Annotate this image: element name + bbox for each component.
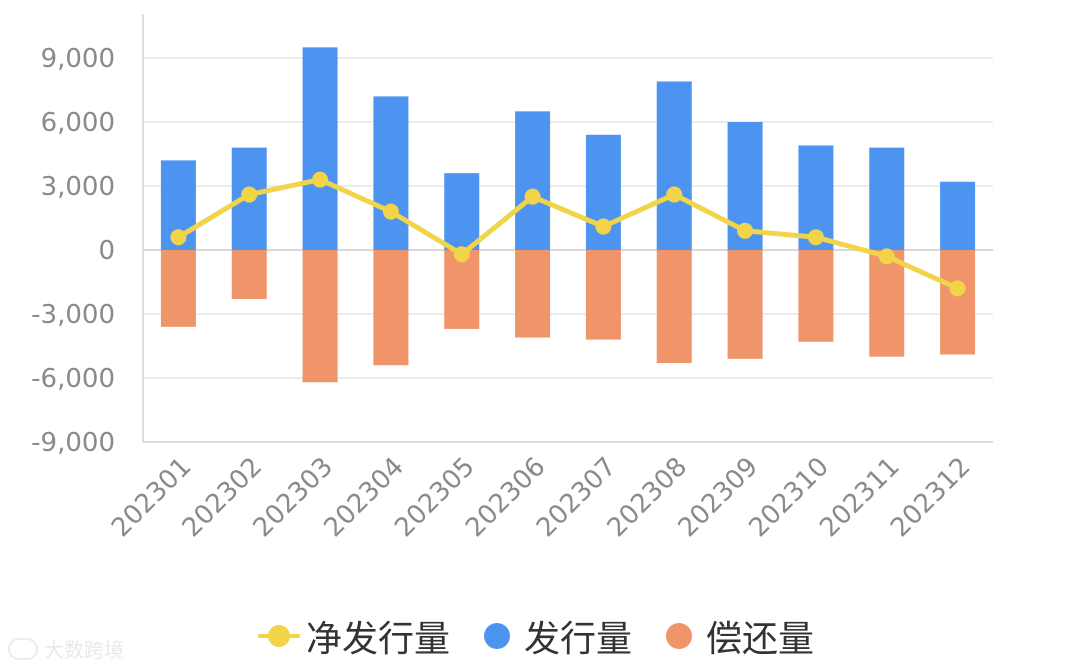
net-issuance-path [175, 177, 961, 291]
net-issuance-point[interactable] [382, 203, 399, 220]
eye-logo-icon [8, 637, 38, 660]
chart: -9,000 -6,000 -3,000 0 3,000 6,000 9,000 20230… [31, 14, 993, 543]
y-tick-labels: -9,000 -6,000 -3,000 0 3,000 6,000 9,000 [31, 44, 115, 458]
legend-label-issuance: 发行量 [523, 619, 632, 660]
legend-marker-issuance [483, 623, 510, 649]
net-issuance-line [170, 171, 966, 297]
net-issuance-point[interactable] [312, 171, 329, 188]
legend-label-repayment: 偿还量 [706, 619, 815, 660]
legend-item-net[interactable]: 净发行量 [257, 610, 450, 662]
issuance-bar[interactable] [656, 81, 692, 250]
x-tick-labels: 2023012023022023032023042023052023062023… [106, 452, 977, 543]
repayment-bar[interactable] [373, 250, 409, 366]
bars [160, 47, 976, 383]
repayment-bar[interactable] [302, 250, 338, 383]
repayment-bar[interactable] [940, 250, 976, 355]
repayment-bar[interactable] [656, 250, 692, 364]
net-issuance-point[interactable] [666, 186, 683, 203]
legend-item-issuance[interactable]: 发行量 [483, 610, 632, 662]
net-issuance-point[interactable] [524, 188, 541, 205]
issuance-bar[interactable] [444, 173, 480, 250]
net-issuance-point[interactable] [170, 229, 187, 246]
repayment-bar[interactable] [515, 250, 551, 338]
repayment-bar[interactable] [798, 250, 834, 342]
repayment-bar[interactable] [727, 250, 763, 359]
legend-marker-repayment [666, 623, 692, 649]
issuance-bar[interactable] [869, 147, 905, 250]
net-issuance-point[interactable] [737, 222, 754, 239]
repayment-bar[interactable] [231, 250, 267, 300]
y-tick-label: -3,000 [31, 300, 115, 330]
y-tick-label: 0 [98, 236, 115, 266]
legend-item-repayment[interactable]: 偿还量 [666, 610, 814, 662]
legend-marker-net [257, 623, 300, 649]
y-tick-label: 6,000 [41, 108, 115, 138]
y-tick-label: 3,000 [41, 172, 115, 202]
legend: 净发行量 发行量 偿还量 [0, 606, 1080, 666]
net-issuance-point[interactable] [241, 186, 258, 203]
issuance-bar[interactable] [940, 181, 976, 250]
net-issuance-point[interactable] [595, 218, 612, 235]
net-issuance-point[interactable] [453, 246, 470, 263]
repayment-bar[interactable] [444, 250, 480, 329]
net-issuance-point[interactable] [807, 229, 824, 246]
y-tick-label: -6,000 [31, 364, 115, 394]
repayment-bar[interactable] [160, 250, 196, 327]
watermark-text: 大数跨境 [44, 638, 124, 662]
net-issuance-point[interactable] [949, 280, 966, 297]
legend-label-net: 净发行量 [305, 619, 450, 660]
repayment-bar[interactable] [869, 250, 905, 357]
issuance-bar[interactable] [302, 47, 338, 251]
repayment-bar[interactable] [585, 250, 621, 340]
watermark: 大数跨境 [8, 634, 124, 663]
y-tick-label: 9,000 [41, 44, 115, 74]
x-tick-label: 202312 [885, 452, 976, 543]
net-issuance-point[interactable] [878, 248, 895, 265]
y-tick-label: -9,000 [31, 428, 115, 458]
axes [142, 14, 993, 443]
issuance-bar[interactable] [373, 96, 409, 251]
issuance-bar[interactable] [515, 111, 551, 250]
